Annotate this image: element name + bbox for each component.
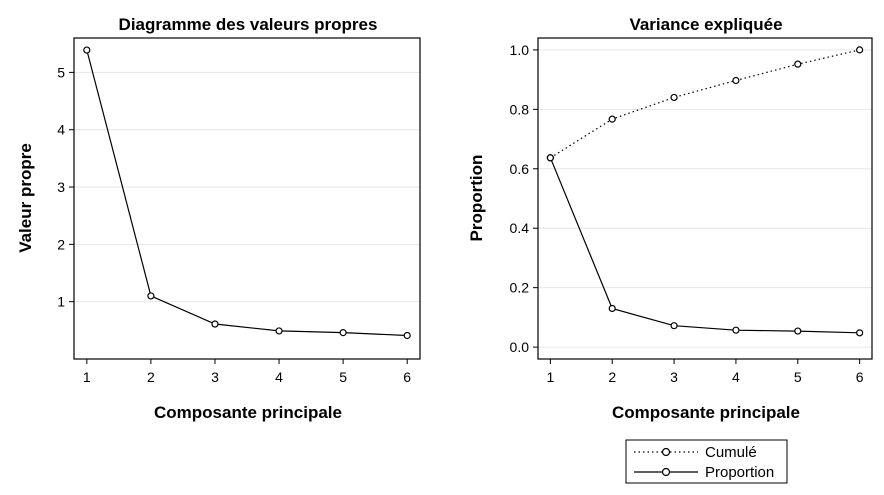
series-line	[86, 49, 408, 337]
x-tick-label: 4	[732, 369, 740, 385]
data-point	[147, 292, 155, 300]
data-point	[403, 331, 411, 340]
y-tick-label: 0.6	[510, 161, 530, 177]
plot-frame	[73, 37, 421, 360]
legend-marker-cumule	[661, 447, 671, 457]
data-point	[670, 322, 678, 330]
legend: Cumulé Proportion	[625, 439, 788, 484]
data-point	[856, 329, 864, 337]
data-point	[339, 329, 347, 337]
x-axis-title: Composante principale	[154, 403, 342, 422]
y-tick-label: 2	[57, 236, 65, 252]
y-tick-label: 0.0	[510, 339, 530, 355]
x-tick-label: 2	[147, 369, 155, 385]
x-tick-label: 4	[275, 369, 283, 385]
data-point	[608, 115, 616, 123]
data-point	[794, 327, 802, 335]
legend-label-cumule: Cumulé	[705, 444, 757, 461]
legend-box	[625, 439, 788, 484]
y-tick-label: 3	[57, 179, 65, 195]
data-point	[211, 320, 219, 328]
data-point	[856, 46, 864, 54]
y-tick-label: 0.2	[510, 280, 530, 296]
explained-variance-panel: Variance expliquée Composante principale…	[467, 15, 873, 422]
series-line-cumul-	[550, 49, 860, 159]
y-tick-label: 0.8	[510, 101, 530, 117]
data-point	[546, 154, 554, 162]
x-axis-title: Composante principale	[612, 403, 800, 422]
data-point	[275, 327, 283, 335]
series-line-proportion	[549, 157, 860, 334]
y-tick-label: 1	[57, 294, 65, 310]
data-point	[608, 304, 616, 313]
data-point	[670, 93, 678, 102]
data-point	[732, 326, 740, 334]
data-point	[794, 60, 802, 68]
x-tick-label: 5	[339, 369, 347, 385]
x-tick-label: 2	[608, 369, 616, 385]
chart-title: Diagramme des valeurs propres	[119, 15, 378, 34]
x-tick-label: 6	[856, 369, 864, 385]
chart-title: Variance expliquée	[629, 15, 782, 34]
x-tick-label: 1	[83, 369, 91, 385]
data-point	[732, 76, 740, 85]
y-tick-label: 5	[57, 64, 65, 80]
x-tick-label: 3	[211, 369, 219, 385]
y-tick-label: 1.0	[510, 42, 530, 58]
x-tick-label: 1	[546, 369, 554, 385]
y-tick-label: 0.4	[510, 220, 530, 236]
eigenvalue-panel: Diagramme des valeurs propres Composante…	[16, 15, 421, 422]
y-axis-title: Valeur propre	[16, 143, 35, 253]
plot-frame	[537, 37, 873, 360]
x-tick-label: 5	[794, 369, 802, 385]
x-tick-label: 3	[670, 369, 678, 385]
data-point	[83, 46, 91, 54]
y-tick-label: 4	[57, 122, 65, 138]
y-axis-title: Proportion	[467, 155, 486, 242]
legend-label-proportion: Proportion	[705, 464, 774, 481]
legend-marker-proportion	[661, 467, 671, 477]
x-tick-label: 6	[403, 369, 411, 385]
